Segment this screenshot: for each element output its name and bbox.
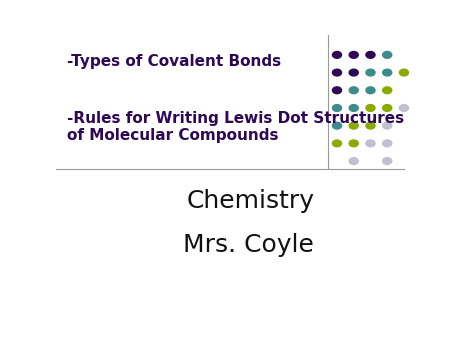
Circle shape <box>382 87 392 94</box>
Circle shape <box>382 158 392 165</box>
Circle shape <box>382 69 392 76</box>
Circle shape <box>366 140 375 147</box>
Circle shape <box>349 140 358 147</box>
Circle shape <box>349 158 358 165</box>
Circle shape <box>349 122 358 129</box>
Circle shape <box>349 104 358 111</box>
Text: -Types of Covalent Bonds: -Types of Covalent Bonds <box>67 54 281 69</box>
Circle shape <box>382 140 392 147</box>
Circle shape <box>349 87 358 94</box>
Circle shape <box>333 104 342 111</box>
Circle shape <box>333 87 342 94</box>
Circle shape <box>333 51 342 58</box>
Circle shape <box>366 104 375 111</box>
Circle shape <box>333 122 342 129</box>
Text: Chemistry: Chemistry <box>186 189 314 213</box>
Text: -Rules for Writing Lewis Dot Structures
of Molecular Compounds: -Rules for Writing Lewis Dot Structures … <box>67 111 404 143</box>
Circle shape <box>366 51 375 58</box>
Circle shape <box>366 87 375 94</box>
Circle shape <box>382 122 392 129</box>
Circle shape <box>400 104 409 111</box>
Text: Mrs. Coyle: Mrs. Coyle <box>184 233 314 257</box>
Circle shape <box>366 69 375 76</box>
Circle shape <box>400 69 409 76</box>
Circle shape <box>382 51 392 58</box>
Circle shape <box>333 140 342 147</box>
Circle shape <box>349 69 358 76</box>
Circle shape <box>366 122 375 129</box>
Circle shape <box>349 51 358 58</box>
Circle shape <box>333 69 342 76</box>
Circle shape <box>382 104 392 111</box>
